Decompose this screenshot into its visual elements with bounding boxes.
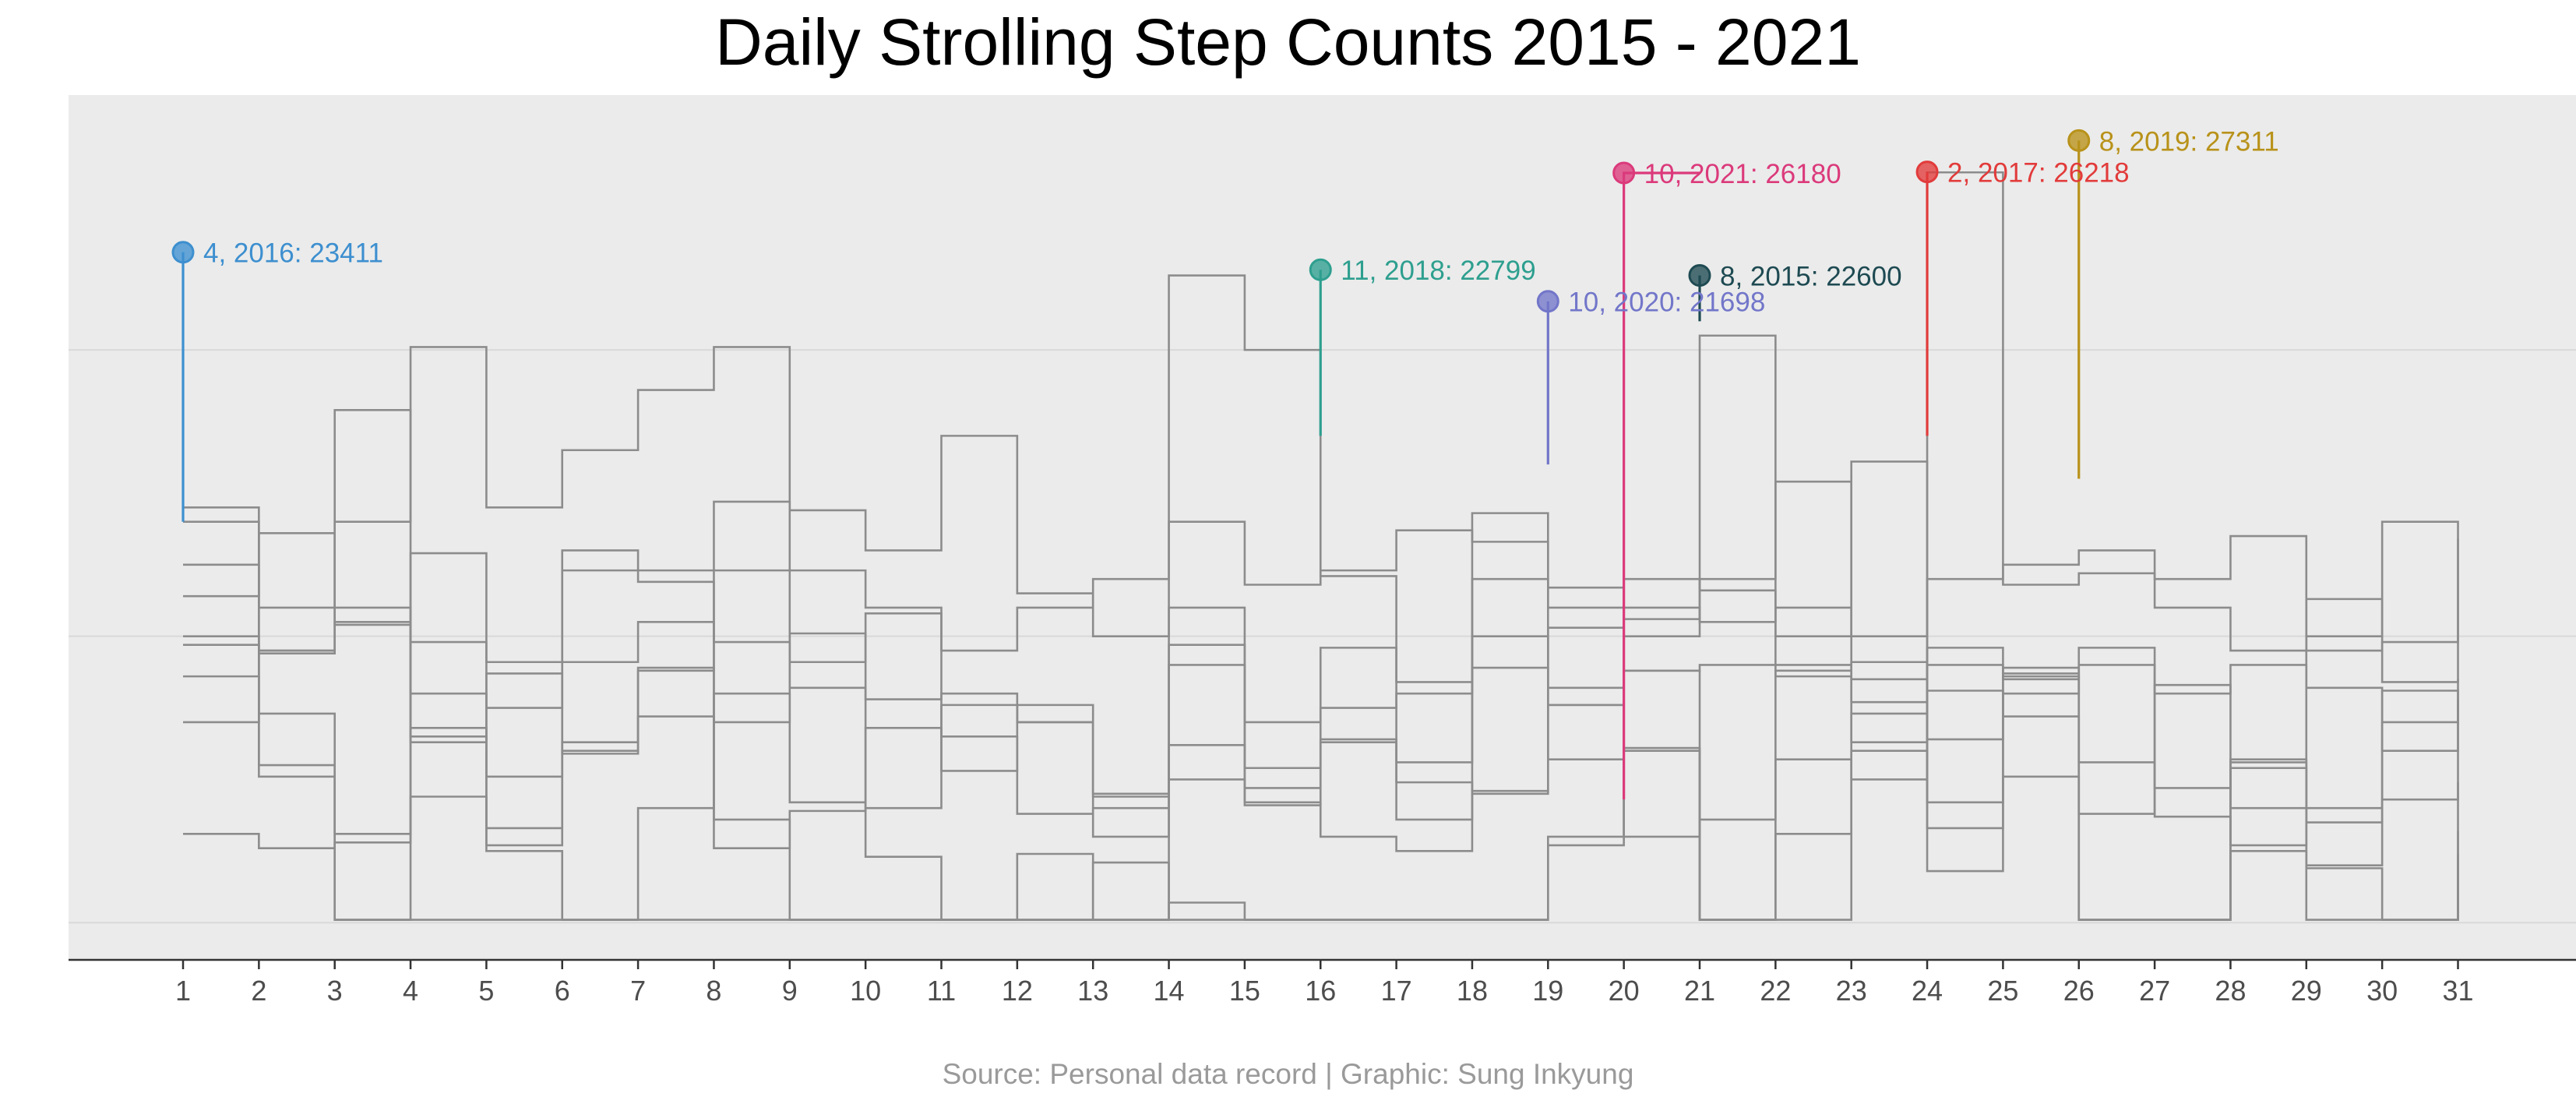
highlight-stems bbox=[181, 140, 2081, 800]
highlight-point bbox=[2067, 129, 2091, 152]
highlight-label: 11, 2018: 22799 bbox=[1341, 256, 1535, 286]
x-tick-label: 11 bbox=[927, 975, 956, 1007]
x-tick-label: 16 bbox=[1305, 975, 1336, 1007]
x-tick-label: 3 bbox=[327, 975, 343, 1007]
highlight-point bbox=[1309, 258, 1332, 281]
x-tick-label: 18 bbox=[1457, 975, 1488, 1007]
highlight-point bbox=[1688, 264, 1711, 287]
x-tick-label: 15 bbox=[1229, 975, 1260, 1007]
x-tick-label: 5 bbox=[478, 975, 494, 1007]
x-tick-label: 29 bbox=[2291, 975, 2322, 1007]
highlight-points: 4, 2016: 23411 11, 2018: 22799 10, 2020: 2… bbox=[171, 126, 2279, 318]
highlight-label: 10, 2020: 21698 bbox=[1568, 287, 1765, 318]
x-tick-label: 17 bbox=[1381, 975, 1412, 1007]
x-tick-label: 14 bbox=[1154, 975, 1185, 1007]
x-tick-label: 26 bbox=[2063, 975, 2095, 1007]
x-tick-label: 28 bbox=[2215, 975, 2246, 1007]
highlight-point bbox=[1915, 160, 1939, 184]
month-line bbox=[183, 669, 2459, 921]
x-tick-label: 23 bbox=[1836, 975, 1867, 1007]
highlight-label: 4, 2016: 23411 bbox=[203, 238, 383, 269]
x-tick-label: 10 bbox=[850, 975, 881, 1007]
plot-panel bbox=[69, 95, 2576, 960]
x-tick-label: 24 bbox=[1912, 975, 1943, 1007]
chart-caption: Source: Personal data record | Graphic: … bbox=[942, 1058, 1634, 1090]
chart-title: Daily Strolling Step Counts 2015 - 2021 bbox=[715, 5, 1861, 79]
highlight-point bbox=[171, 241, 195, 264]
x-tick-label: 2 bbox=[251, 975, 266, 1007]
x-tick-label: 8 bbox=[706, 975, 721, 1007]
x-tick-label: 20 bbox=[1609, 975, 1640, 1007]
x-tick-label: 25 bbox=[1987, 975, 2018, 1007]
highlight-point bbox=[1536, 290, 1559, 313]
x-tick-label: 21 bbox=[1684, 975, 1715, 1007]
x-tick-label: 4 bbox=[403, 975, 418, 1007]
highlight-label: 10, 2021: 26180 bbox=[1644, 159, 1841, 189]
month-line bbox=[183, 171, 2459, 764]
x-tick-label: 12 bbox=[1002, 975, 1033, 1007]
x-tick-label: 30 bbox=[2366, 975, 2398, 1007]
highlight-label: 8, 2015: 22600 bbox=[1720, 262, 1902, 292]
highlight-point bbox=[1612, 161, 1636, 185]
x-tick-label: 9 bbox=[782, 975, 798, 1007]
x-tick-label: 1 bbox=[175, 975, 191, 1007]
x-axis: 1 2 3 4 5 6 7 8 9 10 11 12 13 14 15 16 17 18 19 20 21 22 23 24 2… bbox=[175, 960, 2474, 1007]
highlight-label: 8, 2019: 27311 bbox=[2099, 126, 2279, 157]
x-tick-label: 19 bbox=[1532, 975, 1563, 1007]
month-lines bbox=[183, 171, 2459, 921]
x-tick-label: 27 bbox=[2139, 975, 2170, 1007]
highlight-label: 2, 2017: 26218 bbox=[1947, 158, 2130, 189]
x-tick-label: 31 bbox=[2442, 975, 2473, 1007]
highlight-stem bbox=[1623, 171, 1700, 800]
x-tick-label: 22 bbox=[1760, 975, 1791, 1007]
x-tick-label: 13 bbox=[1077, 975, 1108, 1007]
x-tick-label: 7 bbox=[630, 975, 646, 1007]
x-tick-label: 6 bbox=[555, 975, 570, 1007]
